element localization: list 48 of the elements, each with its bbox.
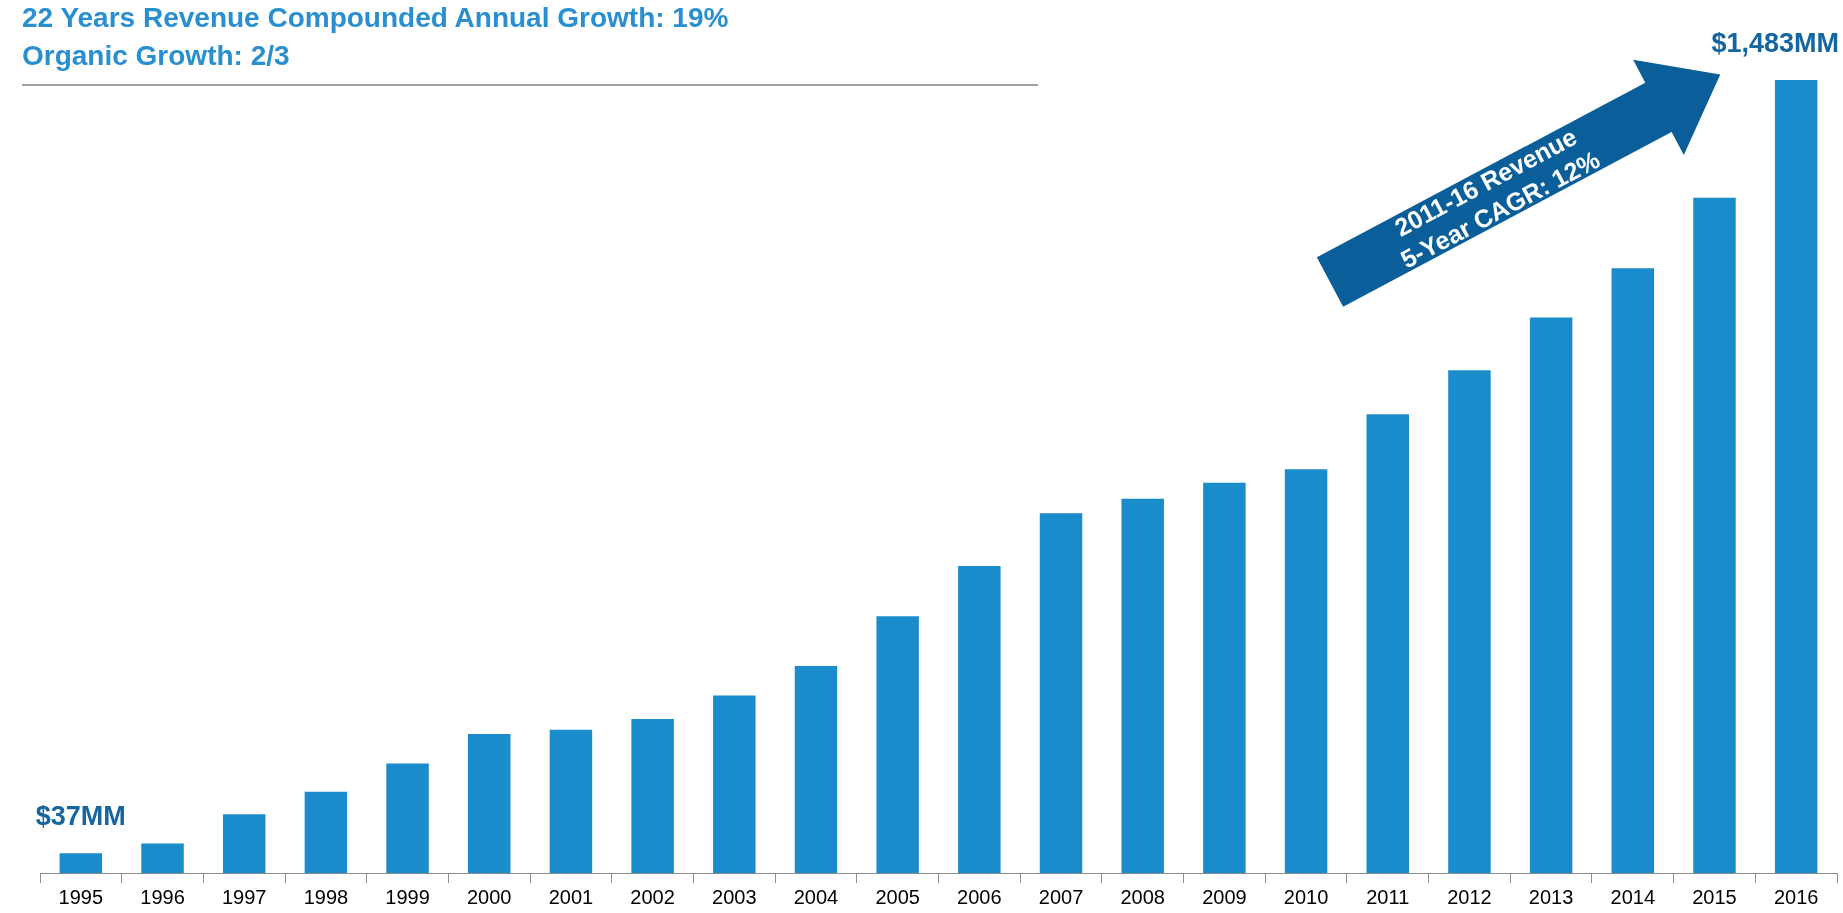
bar [1366, 414, 1409, 873]
bar [304, 791, 348, 873]
bar [1284, 469, 1328, 873]
x-tick-label: 1995 [58, 885, 104, 908]
x-tick-label: 2011 [1366, 885, 1410, 908]
x-tick-label: 1997 [221, 885, 267, 908]
bar [1774, 80, 1818, 873]
x-tick-label: 2001 [548, 885, 594, 908]
x-tick-label: 2015 [1692, 885, 1737, 908]
x-tick-label: 2000 [467, 885, 512, 908]
x-tick-label: 2002 [630, 885, 675, 908]
bar [876, 616, 919, 873]
bar [1529, 317, 1573, 873]
x-tick-label: 1999 [385, 885, 430, 908]
x-tick-label: 2013 [1528, 885, 1574, 908]
bar [1448, 370, 1491, 873]
x-tick-label: 2003 [712, 885, 757, 908]
bar [1039, 513, 1083, 873]
x-tick-label: 2005 [875, 885, 920, 908]
bar [1203, 482, 1246, 873]
bar [549, 729, 593, 873]
bar [631, 719, 674, 873]
bar [713, 695, 756, 873]
x-tick-label: 2006 [957, 885, 1002, 908]
bar [1693, 197, 1736, 873]
bar [958, 566, 1001, 873]
x-tick-label: 2016 [1773, 885, 1819, 908]
x-tick-label: 2007 [1038, 885, 1084, 908]
bar [1121, 498, 1164, 873]
bar [794, 666, 838, 873]
x-tick-label: 1998 [303, 885, 349, 908]
data-label: $1,483MM [1711, 27, 1840, 58]
x-tick-label: 2008 [1120, 885, 1165, 908]
bar [386, 763, 429, 873]
bar [59, 853, 103, 873]
x-tick-label: 2014 [1610, 885, 1656, 908]
bar [222, 814, 266, 873]
chart-title: 22 Years Revenue Compounded Annual Growth: 19% [22, 2, 729, 34]
bar [141, 843, 184, 873]
data-label: $37MM [35, 801, 126, 832]
x-tick-label: 1996 [140, 885, 185, 908]
x-tick-label: 2004 [793, 885, 839, 908]
x-tick-label: 2012 [1447, 885, 1492, 908]
bar [468, 733, 511, 873]
chart-subtitle: Organic Growth: 2/3 [22, 40, 290, 72]
x-tick-label: 2009 [1202, 885, 1247, 908]
bar [1611, 268, 1655, 873]
x-tick-label: 2010 [1283, 885, 1329, 908]
